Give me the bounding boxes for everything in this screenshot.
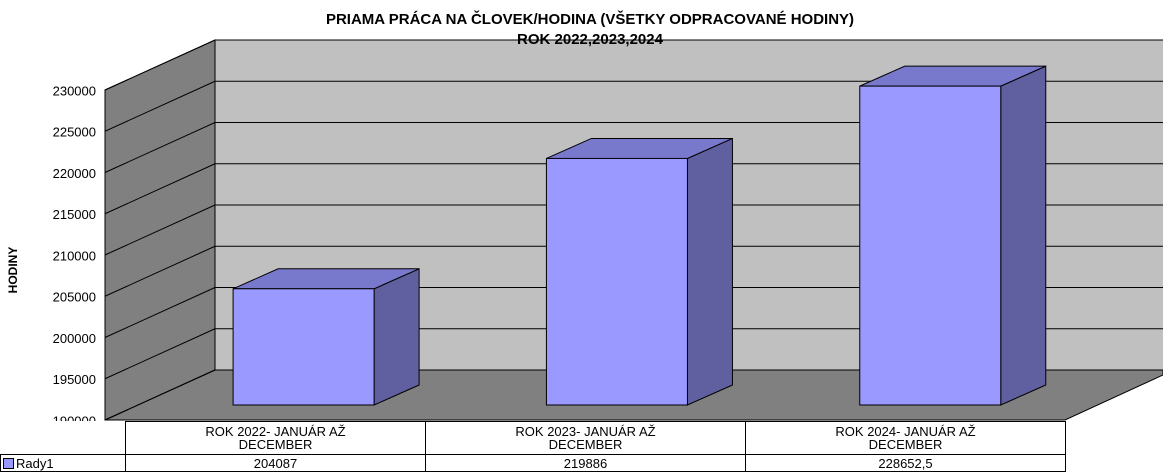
y-tick-label: 225000 xyxy=(53,125,96,140)
value-cell: 219886 xyxy=(425,454,746,472)
y-tick-label: 195000 xyxy=(53,372,96,387)
bar xyxy=(545,157,688,406)
y-tick-label: 210000 xyxy=(53,248,96,263)
data-label: 228652,5 xyxy=(878,455,933,471)
y-tick-label: 205000 xyxy=(53,290,96,305)
x-tick-label: ROK 2024- JANUÁR AŽ DECEMBER xyxy=(835,424,976,452)
legend: Rady1 xyxy=(0,454,126,472)
category-cell: ROK 2023- JANUÁR AŽ DECEMBER xyxy=(425,421,746,455)
bar-side xyxy=(373,268,420,406)
chart-title: PRIAMA PRÁCA NA ČLOVEK/HODINA (VŠETKY OD… xyxy=(326,10,854,28)
category-cell: ROK 2022- JANUÁR AŽ DECEMBER xyxy=(125,421,426,455)
data-label: 204087 xyxy=(253,455,298,471)
chart-subtitle: ROK 2022,2023,2024 xyxy=(517,31,664,48)
bar-side xyxy=(686,137,733,406)
y-tick-label: 215000 xyxy=(53,207,96,222)
plot: PRIAMA PRÁCA NA ČLOVEK/HODINA (VŠETKY OD… xyxy=(6,10,1163,421)
grid-line xyxy=(104,122,216,173)
grid-line xyxy=(104,39,216,91)
x-tick-label: ROK 2023- JANUÁR AŽ DECEMBER xyxy=(515,424,656,452)
grid-line xyxy=(104,245,216,297)
y-tick-label: 230000 xyxy=(53,83,96,98)
y-tick-label: 220000 xyxy=(53,166,96,181)
grid-line xyxy=(104,204,216,256)
grid-line xyxy=(104,328,216,380)
x-tick-label: ROK 2022- JANUÁR AŽ DECEMBER xyxy=(205,424,346,452)
y-axis-label: HODINY xyxy=(6,247,20,294)
grid-line xyxy=(104,287,216,338)
bar xyxy=(859,85,1002,406)
grid-line xyxy=(104,369,216,421)
legend-key xyxy=(3,457,14,469)
data-table: ROK 2022- JANUÁR AŽ DECEMBER ROK 2023- J… xyxy=(0,421,1066,472)
bar xyxy=(232,288,375,406)
y-tick-label: 190000 xyxy=(53,413,96,421)
grid-line xyxy=(104,80,216,132)
legend-label: Rady1 xyxy=(16,455,54,471)
bar-side xyxy=(1000,65,1047,406)
value-cell: 228652,5 xyxy=(745,454,1066,472)
table-corner xyxy=(0,421,126,455)
category-cell: ROK 2024- JANUÁR AŽ DECEMBER xyxy=(745,421,1066,455)
data-label: 219886 xyxy=(563,455,608,471)
value-cell: 204087 xyxy=(125,454,426,472)
grid-line xyxy=(104,163,216,215)
y-tick-label: 200000 xyxy=(53,331,96,346)
